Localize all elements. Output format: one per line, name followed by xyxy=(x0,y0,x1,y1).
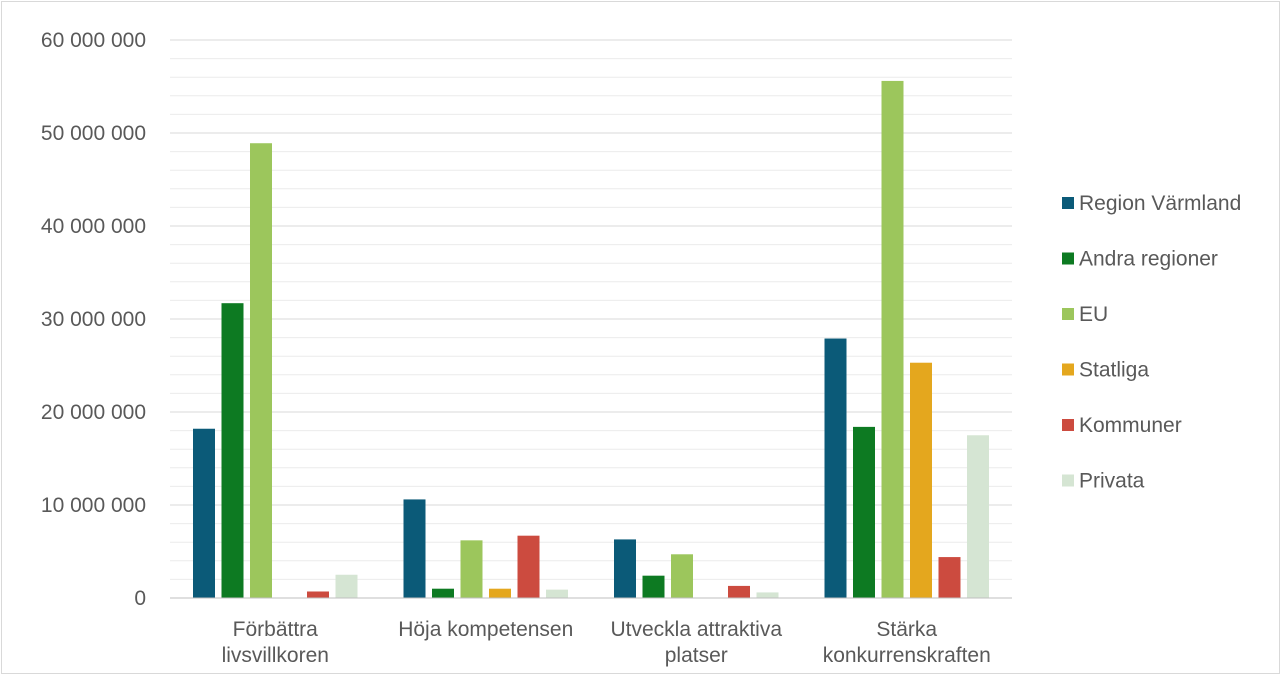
y-tick-label: 0 xyxy=(134,587,146,610)
bar xyxy=(728,585,750,598)
bar xyxy=(614,539,636,598)
legend-entry: Privata xyxy=(1079,470,1145,493)
bar xyxy=(881,80,904,599)
legend-entry: Region Värmland xyxy=(1079,192,1241,215)
y-axis: 0 10 000 000 20 000 000 30 000 000 40 000 00… xyxy=(41,29,146,610)
bar xyxy=(642,575,665,598)
bar xyxy=(489,588,511,598)
bar xyxy=(250,143,272,599)
x-tick-label: Höja kompetensen xyxy=(398,618,573,641)
legend: Region Värmland Andra regioner EU Statliga K… xyxy=(1062,192,1241,493)
x-axis: Förbättra livsvillkoren Höja kompetensen Ut… xyxy=(170,597,1012,667)
bar xyxy=(517,535,540,598)
y-tick-label: 40 000 000 xyxy=(41,215,146,238)
legend-swatch xyxy=(1062,308,1074,320)
legend-entry: EU xyxy=(1079,303,1108,326)
bar xyxy=(910,362,932,598)
legend-swatch xyxy=(1062,419,1074,431)
y-tick-label: 10 000 000 xyxy=(41,494,146,517)
legend-swatch xyxy=(1062,363,1074,376)
y-tick-label: 50 000 000 xyxy=(41,122,146,145)
x-tick-label: Förbättra xyxy=(233,618,319,641)
bar xyxy=(967,435,989,598)
legend-swatch xyxy=(1062,197,1074,209)
bar xyxy=(335,574,358,598)
legend-entry: Kommuner xyxy=(1079,414,1182,437)
x-tick-label: Utveckla attraktiva xyxy=(610,618,782,641)
x-tick-label: platser xyxy=(665,644,728,667)
y-tick-label: 30 000 000 xyxy=(41,308,146,331)
bar xyxy=(853,426,875,598)
bar xyxy=(546,589,568,598)
legend-entry: Statliga xyxy=(1079,359,1149,382)
bar xyxy=(460,540,483,598)
bar xyxy=(307,591,329,598)
x-tick-label: livsvillkoren xyxy=(222,644,329,667)
bar xyxy=(756,592,779,598)
y-tick-label: 60 000 000 xyxy=(41,29,146,52)
bar xyxy=(403,499,426,598)
bar xyxy=(193,428,215,598)
bar xyxy=(824,338,847,598)
bar xyxy=(432,588,454,598)
legend-swatch xyxy=(1062,474,1074,487)
bars xyxy=(193,80,989,599)
x-tick-label: konkurrenskraften xyxy=(823,644,991,667)
bar xyxy=(671,554,693,598)
legend-swatch xyxy=(1062,252,1074,265)
legend-entry: Andra regioner xyxy=(1079,248,1218,271)
x-tick-label: Stärka xyxy=(876,618,937,641)
bar xyxy=(221,303,244,598)
bar xyxy=(938,557,961,598)
y-tick-label: 20 000 000 xyxy=(41,401,146,424)
